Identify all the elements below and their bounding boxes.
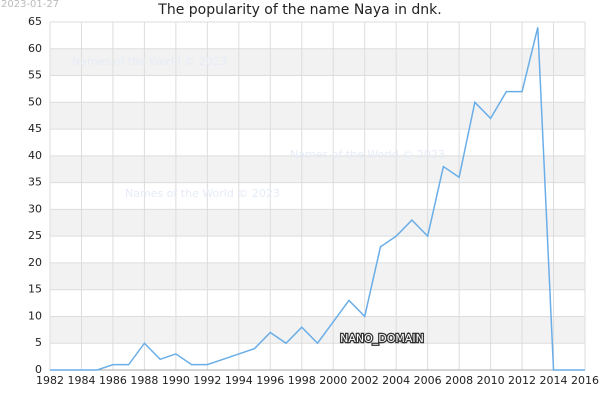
x-tick-label: 1988 — [130, 374, 158, 387]
y-tick-label: 10 — [28, 309, 42, 322]
x-tick-label: 1984 — [67, 374, 95, 387]
x-tick-label: 1990 — [162, 374, 190, 387]
x-tick-label: 2010 — [477, 374, 505, 387]
domain-label: NANO_DOMAIN — [340, 332, 424, 345]
x-tick-label: 1986 — [99, 374, 127, 387]
x-tick-label: 1998 — [288, 374, 316, 387]
x-tick-label: 2002 — [351, 374, 379, 387]
grid-band — [50, 262, 585, 290]
y-tick-label: 25 — [28, 229, 42, 242]
y-tick-label: 65 — [28, 15, 42, 28]
grid-band — [50, 155, 585, 183]
y-tick-label: 40 — [28, 149, 42, 162]
chart-title: The popularity of the name Naya in dnk. — [157, 2, 441, 18]
watermark: Names of the World © 2023 — [125, 187, 280, 200]
x-tick-label: 2000 — [319, 374, 347, 387]
grid-band — [50, 316, 585, 344]
line — [50, 27, 585, 371]
x-tick-label: 2004 — [382, 374, 410, 387]
y-tick-label: 15 — [28, 283, 42, 296]
y-tick-label: 30 — [28, 202, 42, 215]
x-tick-label: 2014 — [540, 374, 568, 387]
y-tick-label: 50 — [28, 95, 42, 108]
plot-background — [50, 48, 585, 344]
x-tick-label: 1992 — [193, 374, 221, 387]
y-tick-label: 45 — [28, 122, 42, 135]
x-tick-label: 1982 — [36, 374, 64, 387]
y-tick-label: 35 — [28, 176, 42, 189]
y-tick-label: 20 — [28, 256, 42, 269]
grid-band — [50, 209, 585, 237]
grid-band — [50, 102, 585, 130]
x-tick-label: 2012 — [508, 374, 536, 387]
x-tick-label: 1996 — [256, 374, 284, 387]
x-tick-label: 2016 — [571, 374, 599, 387]
y-tick-label: 5 — [35, 336, 42, 349]
date: 2023-01-27 — [1, 0, 59, 10]
watermark: Names of the World © 2023 — [72, 55, 227, 68]
y-tick-label: 60 — [28, 42, 42, 55]
watermark: Names of the World © 2023 — [290, 148, 445, 161]
y-tick-label: 55 — [28, 69, 42, 82]
x-tick-label: 2006 — [414, 374, 442, 387]
grid-band — [50, 48, 585, 76]
x-tick-label: 1994 — [225, 374, 253, 387]
y-tick-label: 0 — [35, 363, 42, 376]
x-tick-label: 2008 — [445, 374, 473, 387]
